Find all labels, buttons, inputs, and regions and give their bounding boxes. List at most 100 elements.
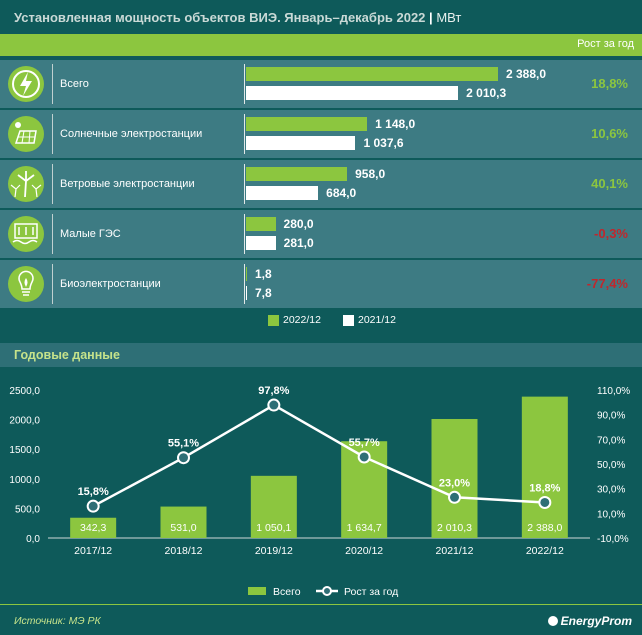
- page-title: Установленная мощность объектов ВИЭ. Янв…: [14, 10, 462, 25]
- source-note: Источник: МЭ РК: [14, 615, 101, 627]
- legend-label-bars: Всего: [273, 586, 301, 598]
- brand-logo: EnergyProm: [547, 614, 632, 628]
- footer-line: [0, 604, 642, 605]
- bar-v2022: [246, 267, 247, 281]
- y-right-tick-label: 10,0%: [597, 509, 625, 520]
- y-left-tick-label: 1500,0: [9, 445, 40, 456]
- annual-section-title: Годовые данные: [0, 343, 642, 367]
- bar-v2022: [246, 117, 368, 131]
- title-bar: Установленная мощность объектов ВИЭ. Янв…: [0, 0, 642, 34]
- bar-value-v2021: 684,0: [326, 186, 357, 200]
- bar-value-v2021: 1 037,6: [363, 136, 404, 150]
- y-left-tick-label: 2000,0: [9, 416, 40, 427]
- annual-bar-label: 1 050,1: [256, 522, 291, 534]
- row-1: Всего 2 388,0 2 010,3 18,8%: [0, 60, 642, 108]
- hydro-dam-icon: [4, 213, 48, 255]
- row-label: Солнечные электростанции: [60, 128, 203, 140]
- growth-point: [538, 495, 552, 509]
- growth-value: -77,4%: [586, 276, 628, 291]
- growth-line: [92, 403, 545, 508]
- annual-bar: [521, 396, 568, 538]
- row-divider: [52, 214, 53, 254]
- bar-axis: [244, 114, 245, 154]
- y-right-tick-label: 90,0%: [597, 411, 625, 422]
- bar-axis: [244, 214, 245, 254]
- growth-header: Рост за год: [577, 38, 634, 50]
- y-right-tick-label: 110,0%: [597, 386, 630, 397]
- y-right-tick-label: 30,0%: [597, 485, 625, 496]
- y-right-tick-label: 70,0%: [597, 435, 625, 446]
- brand-name: EnergyProm: [560, 614, 632, 628]
- growth-point: [86, 499, 100, 513]
- x-tick-label: 2020/12: [345, 545, 383, 557]
- annual-bar: [431, 418, 478, 538]
- row-divider: [52, 64, 53, 104]
- bar-v2022: [246, 67, 498, 81]
- bar-value-v2022: 1,8: [255, 267, 272, 281]
- title-text: Установленная мощность объектов ВИЭ. Янв…: [14, 10, 426, 25]
- y-right-tick-label: 50,0%: [597, 460, 625, 471]
- growth-value: 40,1%: [591, 176, 628, 191]
- growth-point-label: 55,1%: [168, 438, 199, 450]
- growth-point-label: 18,8%: [529, 482, 560, 494]
- bar-value-v2022: 1 148,0: [375, 117, 416, 131]
- growth-point-label: 97,8%: [258, 385, 289, 397]
- row-label: Биоэлектростанции: [60, 278, 161, 290]
- annual-bar-label: 2 010,3: [437, 522, 472, 534]
- annual-bar: [70, 517, 117, 538]
- annual-bar: [160, 506, 207, 538]
- bar-v2021: [246, 136, 356, 150]
- bar-v2021: [246, 236, 276, 250]
- growth-point: [267, 398, 281, 412]
- growth-value: 18,8%: [591, 76, 628, 91]
- row-label: Всего: [60, 78, 89, 90]
- legend-swatch-2022: [268, 315, 279, 326]
- row-divider: [52, 164, 53, 204]
- annual-bar-label: 342,3: [80, 522, 106, 534]
- row-label: Малые ГЭС: [60, 228, 121, 240]
- row-label: Ветровые электростанции: [60, 178, 195, 190]
- annual-title-text: Годовые данные: [14, 348, 120, 362]
- bar-axis: [244, 264, 245, 304]
- bar-value-v2021: 2 010,3: [466, 86, 507, 100]
- legend-label-2021: 2021/12: [358, 314, 396, 326]
- growth-value: 10,6%: [591, 126, 628, 141]
- bar-v2022: [246, 167, 348, 181]
- y-right-tick-label: -10,0%: [597, 534, 629, 545]
- row-divider: [52, 264, 53, 304]
- y-left-tick-label: 500,0: [15, 504, 40, 515]
- annual-bar-label: 2 388,0: [527, 522, 562, 534]
- bio-bulb-icon: [4, 263, 48, 305]
- x-tick-label: 2021/12: [436, 545, 474, 557]
- growth-point: [448, 490, 461, 504]
- row-2: Солнечные электростанции 1 148,0 1 037,6 10…: [0, 110, 642, 158]
- bar-v2021: [246, 186, 319, 200]
- annual-bar-label: 1 634,7: [347, 522, 382, 534]
- y-left-tick-label: 1000,0: [9, 475, 40, 486]
- bar-v2021: [246, 86, 459, 100]
- bar-value-v2021: 281,0: [283, 236, 314, 250]
- bar-axis: [244, 164, 245, 204]
- legend-swatch-2021: [343, 315, 354, 326]
- x-tick-label: 2019/12: [255, 545, 293, 557]
- row-divider: [52, 114, 53, 154]
- growth-point-label: 15,8%: [78, 486, 109, 498]
- solar-panel-icon: [4, 113, 48, 155]
- legend-label-2022: 2022/12: [283, 314, 321, 326]
- lightning-icon: [4, 63, 48, 105]
- annual-bar: [250, 475, 297, 538]
- unit-label: МВт: [436, 10, 462, 25]
- row-4: Малые ГЭС 280,0 281,0 -0,3%: [0, 210, 642, 258]
- growth-point-label: 23,0%: [439, 477, 470, 489]
- growth-point: [357, 450, 371, 464]
- top-legend: 2022/12 2021/12: [0, 314, 642, 328]
- x-tick-label: 2017/12: [74, 545, 112, 557]
- bar-value-v2022: 958,0: [355, 167, 386, 181]
- bar-v2022: [246, 217, 276, 231]
- bar-value-v2022: 2 388,0: [506, 67, 547, 81]
- row-5: Биоэлектростанции 1,8 7,8 -77,4%: [0, 260, 642, 308]
- legend-swatch-bars: [248, 587, 266, 595]
- row-3: Ветровые электростанции 958,0 684,0 40,1%: [0, 160, 642, 208]
- bar-value-v2022: 280,0: [283, 217, 314, 231]
- wind-turbine-icon: [4, 163, 48, 205]
